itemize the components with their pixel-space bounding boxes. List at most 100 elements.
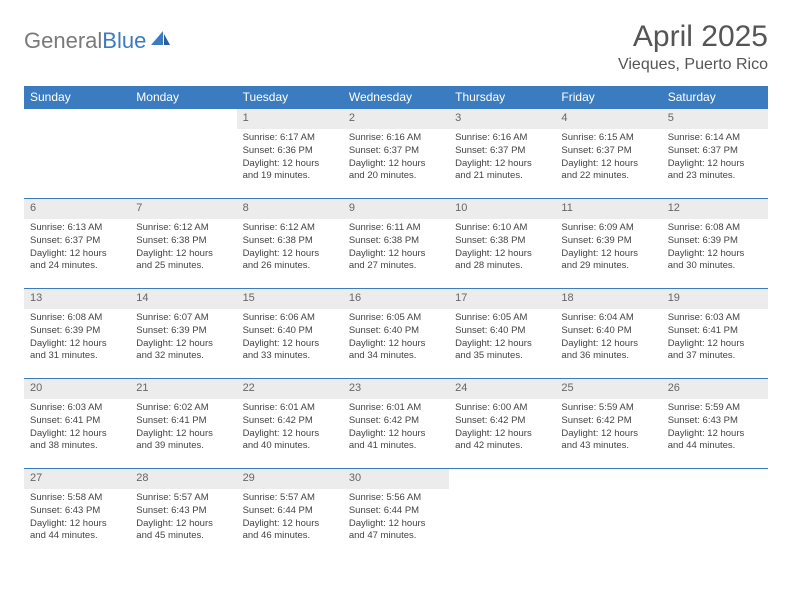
daylight-text: Daylight: 12 hours and 23 minutes.: [668, 158, 762, 184]
sunset-text: Sunset: 6:40 PM: [561, 325, 655, 338]
day-content-cell: Sunrise: 6:17 AMSunset: 6:36 PMDaylight:…: [237, 129, 343, 199]
day-content-cell: [555, 489, 661, 558]
daylight-text: Daylight: 12 hours and 43 minutes.: [561, 428, 655, 454]
day-content-row: Sunrise: 6:08 AMSunset: 6:39 PMDaylight:…: [24, 309, 768, 379]
day-number-cell: 11: [555, 199, 661, 220]
day-content-cell: Sunrise: 6:12 AMSunset: 6:38 PMDaylight:…: [130, 219, 236, 289]
weekday-header: Wednesday: [343, 86, 449, 109]
sunset-text: Sunset: 6:42 PM: [243, 415, 337, 428]
day-number-cell: 1: [237, 109, 343, 130]
sunset-text: Sunset: 6:37 PM: [30, 235, 124, 248]
daylight-text: Daylight: 12 hours and 25 minutes.: [136, 248, 230, 274]
sunrise-text: Sunrise: 6:02 AM: [136, 402, 230, 415]
day-number-cell: [662, 469, 768, 490]
daylight-text: Daylight: 12 hours and 22 minutes.: [561, 158, 655, 184]
day-content-cell: Sunrise: 6:07 AMSunset: 6:39 PMDaylight:…: [130, 309, 236, 379]
day-number-cell: 17: [449, 289, 555, 310]
day-number-cell: 3: [449, 109, 555, 130]
sunset-text: Sunset: 6:40 PM: [455, 325, 549, 338]
daylight-text: Daylight: 12 hours and 27 minutes.: [349, 248, 443, 274]
sunset-text: Sunset: 6:37 PM: [455, 145, 549, 158]
title-block: April 2025 Vieques, Puerto Rico: [618, 20, 768, 74]
daylight-text: Daylight: 12 hours and 29 minutes.: [561, 248, 655, 274]
day-content-cell: Sunrise: 6:13 AMSunset: 6:37 PMDaylight:…: [24, 219, 130, 289]
sunrise-text: Sunrise: 6:11 AM: [349, 222, 443, 235]
day-content-cell: Sunrise: 6:04 AMSunset: 6:40 PMDaylight:…: [555, 309, 661, 379]
day-content-cell: Sunrise: 6:11 AMSunset: 6:38 PMDaylight:…: [343, 219, 449, 289]
sunset-text: Sunset: 6:38 PM: [455, 235, 549, 248]
logo-word2: Blue: [102, 28, 146, 53]
sunrise-text: Sunrise: 6:05 AM: [455, 312, 549, 325]
day-number-cell: 6: [24, 199, 130, 220]
logo-word1: General: [24, 28, 102, 53]
sunrise-text: Sunrise: 5:59 AM: [668, 402, 762, 415]
day-content-cell: Sunrise: 6:16 AMSunset: 6:37 PMDaylight:…: [449, 129, 555, 199]
sunrise-text: Sunrise: 6:08 AM: [668, 222, 762, 235]
day-content-cell: Sunrise: 5:56 AMSunset: 6:44 PMDaylight:…: [343, 489, 449, 558]
daylight-text: Daylight: 12 hours and 42 minutes.: [455, 428, 549, 454]
day-number-cell: 9: [343, 199, 449, 220]
day-content-cell: Sunrise: 6:06 AMSunset: 6:40 PMDaylight:…: [237, 309, 343, 379]
calendar-table: Sunday Monday Tuesday Wednesday Thursday…: [24, 86, 768, 558]
day-content-cell: Sunrise: 6:08 AMSunset: 6:39 PMDaylight:…: [662, 219, 768, 289]
day-number-cell: 24: [449, 379, 555, 400]
sunrise-text: Sunrise: 6:01 AM: [243, 402, 337, 415]
day-number-cell: 26: [662, 379, 768, 400]
day-number-cell: [130, 109, 236, 130]
day-number-row: 6789101112: [24, 199, 768, 220]
day-number-cell: 22: [237, 379, 343, 400]
daylight-text: Daylight: 12 hours and 46 minutes.: [243, 518, 337, 544]
sunset-text: Sunset: 6:41 PM: [668, 325, 762, 338]
sunrise-text: Sunrise: 6:08 AM: [30, 312, 124, 325]
day-content-row: Sunrise: 6:17 AMSunset: 6:36 PMDaylight:…: [24, 129, 768, 199]
sunset-text: Sunset: 6:39 PM: [136, 325, 230, 338]
sunset-text: Sunset: 6:39 PM: [561, 235, 655, 248]
weekday-header: Monday: [130, 86, 236, 109]
sunrise-text: Sunrise: 5:59 AM: [561, 402, 655, 415]
day-number-cell: 28: [130, 469, 236, 490]
day-number-cell: 5: [662, 109, 768, 130]
day-number-cell: [555, 469, 661, 490]
sunrise-text: Sunrise: 6:13 AM: [30, 222, 124, 235]
daylight-text: Daylight: 12 hours and 37 minutes.: [668, 338, 762, 364]
day-number-cell: 16: [343, 289, 449, 310]
sunset-text: Sunset: 6:43 PM: [136, 505, 230, 518]
sunrise-text: Sunrise: 6:04 AM: [561, 312, 655, 325]
daylight-text: Daylight: 12 hours and 28 minutes.: [455, 248, 549, 274]
sunset-text: Sunset: 6:38 PM: [136, 235, 230, 248]
sunrise-text: Sunrise: 6:14 AM: [668, 132, 762, 145]
day-content-cell: Sunrise: 6:03 AMSunset: 6:41 PMDaylight:…: [24, 399, 130, 469]
day-number-cell: [449, 469, 555, 490]
sunrise-text: Sunrise: 6:05 AM: [349, 312, 443, 325]
day-number-cell: 20: [24, 379, 130, 400]
sunset-text: Sunset: 6:42 PM: [561, 415, 655, 428]
day-content-cell: Sunrise: 5:57 AMSunset: 6:44 PMDaylight:…: [237, 489, 343, 558]
sunset-text: Sunset: 6:37 PM: [668, 145, 762, 158]
sunset-text: Sunset: 6:42 PM: [455, 415, 549, 428]
weekday-header: Thursday: [449, 86, 555, 109]
sunrise-text: Sunrise: 6:03 AM: [668, 312, 762, 325]
sunset-text: Sunset: 6:44 PM: [349, 505, 443, 518]
day-number-row: 27282930: [24, 469, 768, 490]
sunset-text: Sunset: 6:44 PM: [243, 505, 337, 518]
sunrise-text: Sunrise: 5:57 AM: [243, 492, 337, 505]
daylight-text: Daylight: 12 hours and 38 minutes.: [30, 428, 124, 454]
day-content-cell: Sunrise: 5:57 AMSunset: 6:43 PMDaylight:…: [130, 489, 236, 558]
logo-text: GeneralBlue: [24, 28, 146, 54]
daylight-text: Daylight: 12 hours and 32 minutes.: [136, 338, 230, 364]
sunset-text: Sunset: 6:39 PM: [30, 325, 124, 338]
day-number-cell: 4: [555, 109, 661, 130]
day-content-cell: Sunrise: 6:15 AMSunset: 6:37 PMDaylight:…: [555, 129, 661, 199]
sunset-text: Sunset: 6:40 PM: [243, 325, 337, 338]
day-number-cell: 13: [24, 289, 130, 310]
day-content-cell: Sunrise: 5:59 AMSunset: 6:42 PMDaylight:…: [555, 399, 661, 469]
sunrise-text: Sunrise: 6:01 AM: [349, 402, 443, 415]
sunrise-text: Sunrise: 6:03 AM: [30, 402, 124, 415]
location-label: Vieques, Puerto Rico: [618, 56, 768, 74]
sunset-text: Sunset: 6:36 PM: [243, 145, 337, 158]
day-number-cell: 8: [237, 199, 343, 220]
day-content-cell: [130, 129, 236, 199]
day-number-cell: 27: [24, 469, 130, 490]
day-number-cell: 25: [555, 379, 661, 400]
sunrise-text: Sunrise: 6:10 AM: [455, 222, 549, 235]
